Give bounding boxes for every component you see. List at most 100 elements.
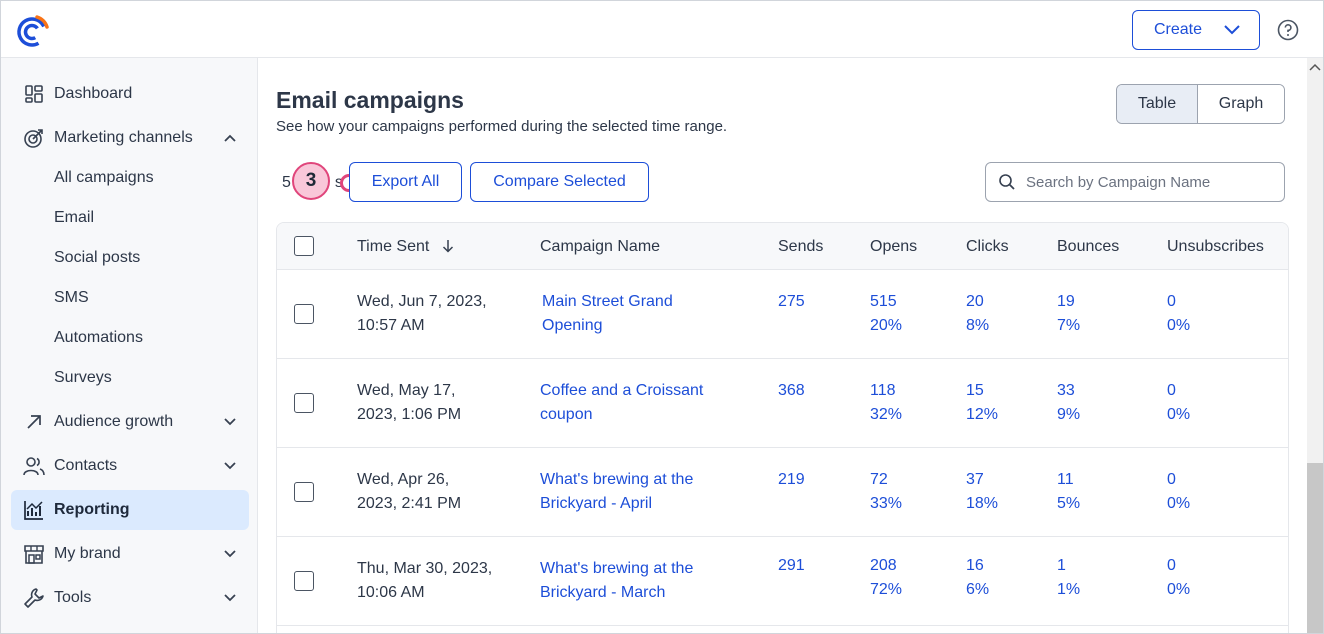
contacts-icon [23,455,45,477]
sidebar-item-label: Reporting [54,501,130,518]
campaign-name-link[interactable]: Main Street Grand Opening [542,290,673,338]
bounces-link[interactable]: 11 5% [1057,468,1080,516]
unsubscribes-percent: 0% [1167,317,1191,334]
graph-view-button[interactable]: Graph [1198,85,1284,123]
sidebar-item-dashboard[interactable]: Dashboard [11,74,249,114]
sidebar-item-tools[interactable]: Tools [11,578,249,618]
column-header-opens[interactable]: Opens [870,238,918,255]
view-toggle: Table Graph [1116,84,1285,124]
time-sent-line2: 2023, 1:06 PM [357,406,462,423]
sidebar-item-marketing-channels[interactable]: Marketing channels [11,118,249,158]
column-header-time-sent[interactable]: Time Sent [357,238,454,256]
clicks-link[interactable]: 16 6% [966,554,989,602]
clicks-percent: 6% [966,581,990,598]
clicks-link[interactable]: 20 8% [966,290,989,338]
campaign-name-link[interactable]: Coffee and a Croissant coupon [540,379,703,427]
row-checkbox[interactable] [294,571,314,591]
sends-link[interactable]: 291 [778,557,805,574]
time-sent-cell: Wed, Apr 26, 2023, 2:41 PM [357,468,461,516]
main-content: Email campaigns See how your campaigns p… [259,58,1307,633]
column-header-bounces[interactable]: Bounces [1057,238,1120,255]
search-box [985,162,1285,202]
create-button[interactable]: Create [1132,10,1260,50]
scrollbar-thumb[interactable] [1307,463,1323,633]
campaign-name-line1: Main Street Grand [542,293,673,310]
row-checkbox[interactable] [294,482,314,502]
unsubscribes-link[interactable]: 0 0% [1167,468,1190,516]
bounces-link[interactable]: 1 1% [1057,554,1080,602]
store-icon [23,543,45,565]
sidebar-subitem-all-campaigns[interactable]: All campaigns [54,169,154,186]
sidebar-item-label: My brand [54,545,121,562]
sends-link[interactable]: 275 [778,293,805,310]
sidebar-item-my-brand[interactable]: My brand [11,534,249,574]
row-checkbox[interactable] [294,304,314,324]
sidebar-item-contacts[interactable]: Contacts [11,446,249,486]
sidebar: Dashboard Marketing channels All campaig… [1,58,258,633]
select-all-checkbox[interactable] [294,236,314,256]
compare-selected-button[interactable]: Compare Selected [470,162,649,202]
unsubscribes-link[interactable]: 0 0% [1167,554,1190,602]
chevron-down-icon [224,594,236,602]
campaign-count-number: 5 [282,174,291,191]
dashboard-icon [23,83,45,105]
opens-percent: 20% [870,317,903,334]
target-icon [23,127,45,149]
sidebar-item-audience-growth[interactable]: Audience growth [11,402,249,442]
clicks-link[interactable]: 37 18% [966,468,998,516]
sidebar-subitem-social-posts[interactable]: Social posts [54,249,141,266]
unsubscribes-link[interactable]: 0 0% [1167,379,1190,427]
sidebar-subitem-automations[interactable]: Automations [54,329,143,346]
campaign-name-link[interactable]: What's brewing at the Brickyard - March [540,557,693,605]
page-title: Email campaigns [276,87,464,113]
logo-icon[interactable] [15,13,51,49]
opens-link[interactable]: 515 20% [870,290,902,338]
search-input[interactable] [1026,173,1266,191]
time-sent-cell: Wed, Jun 7, 2023, 10:57 AM [357,290,487,338]
bounces-count: 1 [1057,557,1066,574]
chevron-down-icon [224,418,236,426]
column-header-unsubscribes[interactable]: Unsubscribes [1167,238,1264,255]
sends-link[interactable]: 368 [778,382,805,399]
opens-link[interactable]: 208 72% [870,554,902,602]
sidebar-subitem-surveys[interactable]: Surveys [54,369,112,386]
sidebar-item-reporting[interactable]: Reporting [11,490,249,530]
row-checkbox[interactable] [294,393,314,413]
bounces-count: 19 [1057,293,1075,310]
column-header-sends[interactable]: Sends [778,238,824,255]
sidebar-subitem-sms[interactable]: SMS [54,289,89,306]
chevron-down-icon [224,550,236,558]
opens-link[interactable]: 118 32% [870,379,902,427]
clicks-link[interactable]: 15 12% [966,379,998,427]
time-sent-cell: Wed, May 17, 2023, 1:06 PM [357,379,461,427]
help-icon[interactable] [1277,19,1299,41]
bounces-percent: 9% [1057,406,1081,423]
time-sent-line2: 10:57 AM [357,317,425,334]
bounces-percent: 5% [1057,495,1081,512]
column-header-campaign-name[interactable]: Campaign Name [540,238,661,255]
opens-percent: 32% [870,406,903,423]
wrench-icon [23,587,45,609]
unsubscribes-count: 0 [1167,382,1176,399]
top-bar: Create [1,1,1323,58]
campaign-name-line2: Brickyard - April [540,495,653,512]
clicks-count: 20 [966,293,984,310]
unsubscribes-link[interactable]: 0 0% [1167,290,1190,338]
campaigns-table: Time Sent Campaign Name Sends Opens Clic… [276,222,1289,633]
campaign-name-link[interactable]: What's brewing at the Brickyard - April [540,468,693,516]
bounces-link[interactable]: 33 9% [1057,379,1080,427]
create-button-label: Create [1154,21,1203,38]
unsubscribes-count: 0 [1167,557,1176,574]
table-view-button[interactable]: Table [1117,85,1198,123]
sends-link[interactable]: 219 [778,471,805,488]
campaign-name-line1: What's brewing at the [540,560,694,577]
opens-link[interactable]: 72 33% [870,468,902,516]
scroll-up-icon[interactable] [1309,62,1321,72]
sidebar-subitem-email[interactable]: Email [54,209,95,226]
export-all-button[interactable]: Export All [349,162,462,202]
campaign-name-line1: What's brewing at the [540,471,694,488]
sidebar-item-label: Contacts [54,457,118,474]
column-header-clicks[interactable]: Clicks [966,238,1009,255]
bounces-link[interactable]: 19 7% [1057,290,1080,338]
time-sent-line1: Thu, Mar 30, 2023, [357,560,493,577]
